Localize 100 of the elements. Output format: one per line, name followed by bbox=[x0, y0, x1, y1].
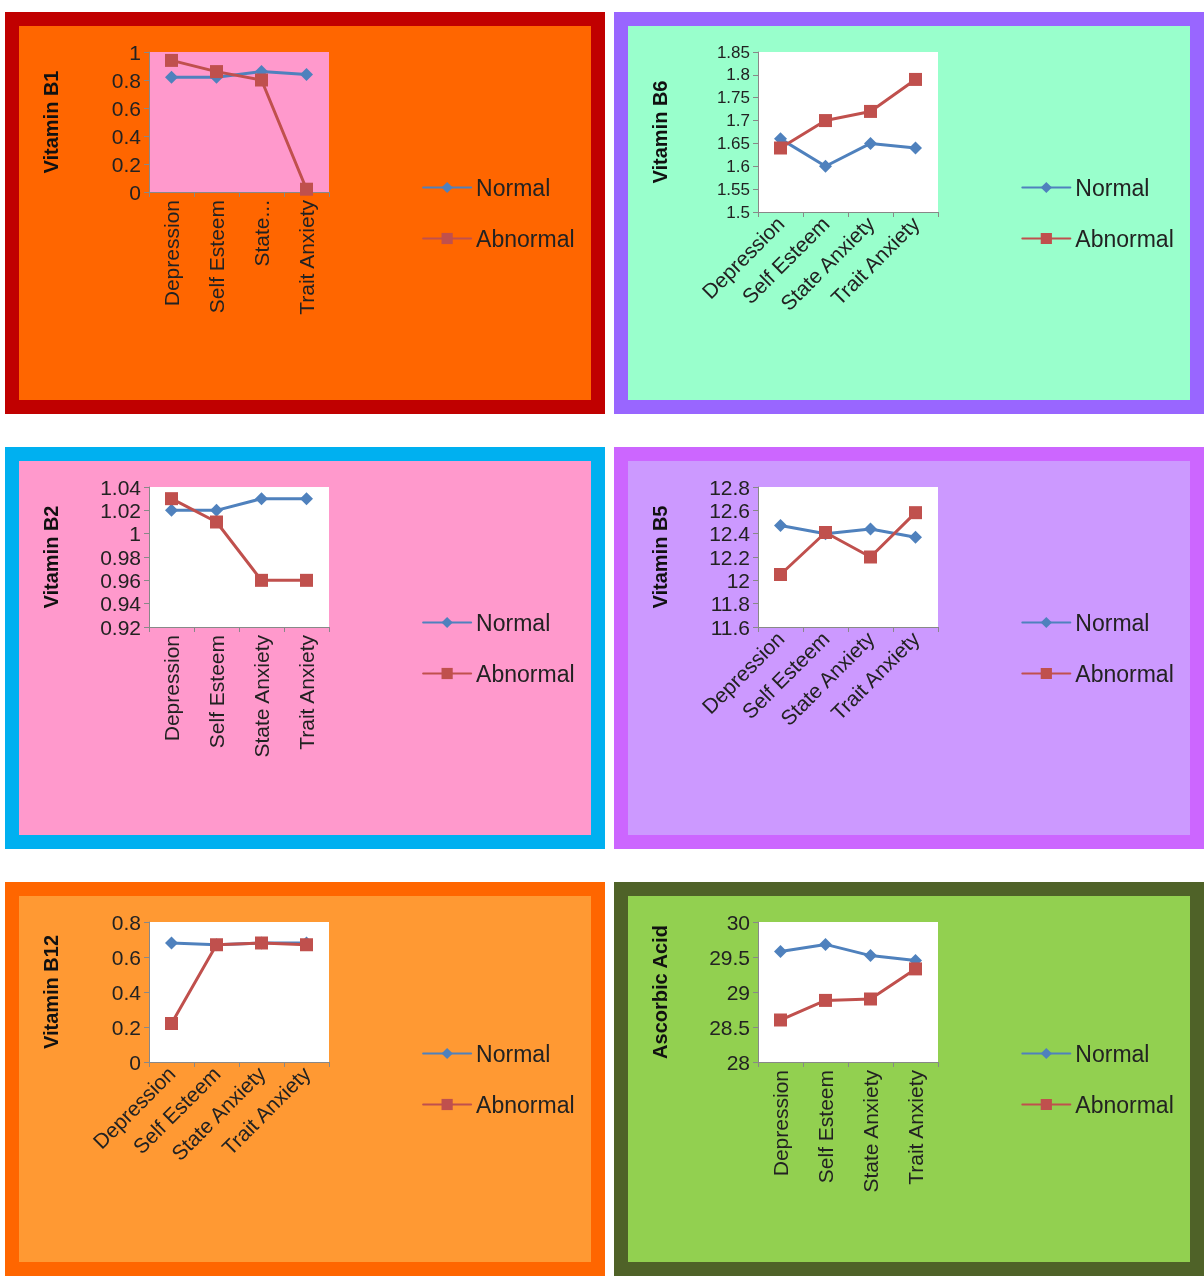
y-axis-title: Vitamin B2 bbox=[40, 505, 62, 609]
point bbox=[819, 937, 832, 951]
y-axis-title: Vitamin B12 bbox=[40, 934, 62, 1050]
y-tick-label: 0.8 bbox=[111, 910, 141, 934]
y-tick-label: 12.6 bbox=[709, 498, 750, 522]
point bbox=[819, 114, 832, 128]
point bbox=[300, 182, 313, 196]
y-tick-label: 1 bbox=[129, 522, 141, 546]
y-tick-label: 1.65 bbox=[716, 133, 750, 153]
legend-label: Normal bbox=[1075, 174, 1150, 201]
point bbox=[819, 159, 832, 173]
x-tick-label: State Anxiety bbox=[859, 1069, 882, 1193]
y-axis-title: Vitamin B1 bbox=[40, 70, 62, 174]
x-tick-label: Depression bbox=[160, 200, 183, 307]
y-tick-label: 0.2 bbox=[111, 1015, 141, 1039]
point bbox=[774, 1013, 787, 1027]
point bbox=[210, 503, 223, 517]
point bbox=[909, 72, 922, 86]
x-tick-label: Self Esteem bbox=[205, 200, 228, 314]
point bbox=[774, 944, 787, 958]
y-tick-label: 1.55 bbox=[716, 179, 750, 199]
x-tick-label: Self Esteem bbox=[205, 635, 228, 749]
y-axis-title: Vitamin B5 bbox=[649, 505, 671, 609]
y-axis-title: Vitamin B6 bbox=[649, 80, 671, 184]
x-tick-label: Trait Anxiety bbox=[295, 634, 318, 750]
point bbox=[255, 492, 268, 506]
legend-label: Abnormal bbox=[476, 225, 575, 252]
point bbox=[864, 522, 877, 536]
y-tick-label: 0.94 bbox=[100, 592, 142, 616]
point bbox=[864, 550, 877, 564]
point bbox=[165, 503, 178, 517]
y-tick-label: 1.04 bbox=[100, 475, 142, 499]
y-tick-label: 0.8 bbox=[111, 68, 141, 92]
y-tick-label: 0.4 bbox=[111, 124, 142, 148]
point bbox=[300, 67, 313, 81]
y-tick-label: 1.85 bbox=[716, 42, 750, 62]
point bbox=[774, 141, 787, 155]
y-tick-label: 12.8 bbox=[709, 475, 750, 499]
y-tick-label: 12.2 bbox=[709, 545, 750, 569]
point bbox=[165, 53, 178, 67]
y-tick-label: 12 bbox=[726, 568, 750, 592]
point bbox=[774, 568, 787, 581]
point bbox=[165, 1017, 178, 1030]
legend-label: Normal bbox=[1075, 609, 1150, 636]
y-tick-label: 0.96 bbox=[100, 568, 141, 592]
point bbox=[774, 519, 787, 532]
point bbox=[864, 949, 877, 963]
point bbox=[300, 492, 313, 506]
y-tick-label: 29 bbox=[726, 980, 750, 1004]
y-tick-label: 0.2 bbox=[111, 152, 141, 176]
legend-label: Abnormal bbox=[476, 660, 575, 687]
x-tick-label: Self Esteem bbox=[814, 1070, 837, 1184]
legend-label: Abnormal bbox=[476, 1091, 575, 1118]
y-tick-label: 0 bbox=[129, 180, 141, 204]
y-tick-label: 28.5 bbox=[709, 1015, 750, 1039]
point bbox=[819, 993, 832, 1007]
y-tick-label: 0.6 bbox=[111, 945, 141, 969]
point bbox=[909, 506, 922, 520]
y-tick-label: 0.6 bbox=[111, 96, 141, 120]
legend-label: Normal bbox=[476, 609, 551, 636]
y-tick-label: 11.8 bbox=[710, 592, 750, 616]
x-tick-label: Trait Anxiety bbox=[904, 1069, 927, 1185]
y-tick-label: 0 bbox=[129, 1050, 141, 1074]
y-tick-label: 28 bbox=[726, 1050, 750, 1074]
point bbox=[909, 530, 922, 544]
legend-label: Abnormal bbox=[1075, 1091, 1174, 1118]
y-tick-label: 29.5 bbox=[709, 945, 750, 969]
x-tick-label: State Anxiety bbox=[250, 634, 273, 758]
y-tick-label: 1.75 bbox=[716, 88, 750, 108]
y-tick-label: 1.5 bbox=[726, 202, 750, 222]
y-tick-label: 1.7 bbox=[726, 111, 750, 131]
legend-label: Normal bbox=[1075, 1040, 1150, 1067]
y-tick-label: 0.98 bbox=[100, 545, 141, 569]
x-tick-label: State... bbox=[250, 200, 273, 267]
point bbox=[210, 515, 223, 529]
legend-label: Normal bbox=[476, 174, 551, 201]
point bbox=[165, 936, 178, 950]
point bbox=[255, 573, 268, 587]
legend-label: Abnormal bbox=[1075, 660, 1174, 687]
x-tick-label: Depression bbox=[769, 1070, 792, 1177]
point bbox=[255, 73, 268, 87]
point bbox=[210, 65, 223, 79]
x-tick-label: Depression bbox=[160, 635, 183, 742]
point bbox=[300, 573, 313, 587]
y-tick-label: 11.6 bbox=[710, 615, 750, 639]
y-tick-label: 12.4 bbox=[709, 522, 751, 546]
y-tick-label: 1 bbox=[129, 40, 141, 64]
y-tick-label: 0.4 bbox=[111, 980, 142, 1004]
point bbox=[165, 70, 178, 84]
point bbox=[864, 104, 877, 118]
x-tick-label: Trait Anxiety bbox=[295, 199, 318, 315]
point bbox=[864, 136, 877, 150]
point bbox=[165, 492, 178, 506]
legend-label: Normal bbox=[476, 1040, 551, 1067]
y-tick-label: 1.6 bbox=[726, 156, 750, 176]
point bbox=[864, 992, 877, 1006]
point bbox=[909, 141, 922, 155]
point bbox=[909, 962, 922, 976]
legend-label: Abnormal bbox=[1075, 225, 1174, 252]
y-tick-label: 1.02 bbox=[100, 498, 141, 522]
